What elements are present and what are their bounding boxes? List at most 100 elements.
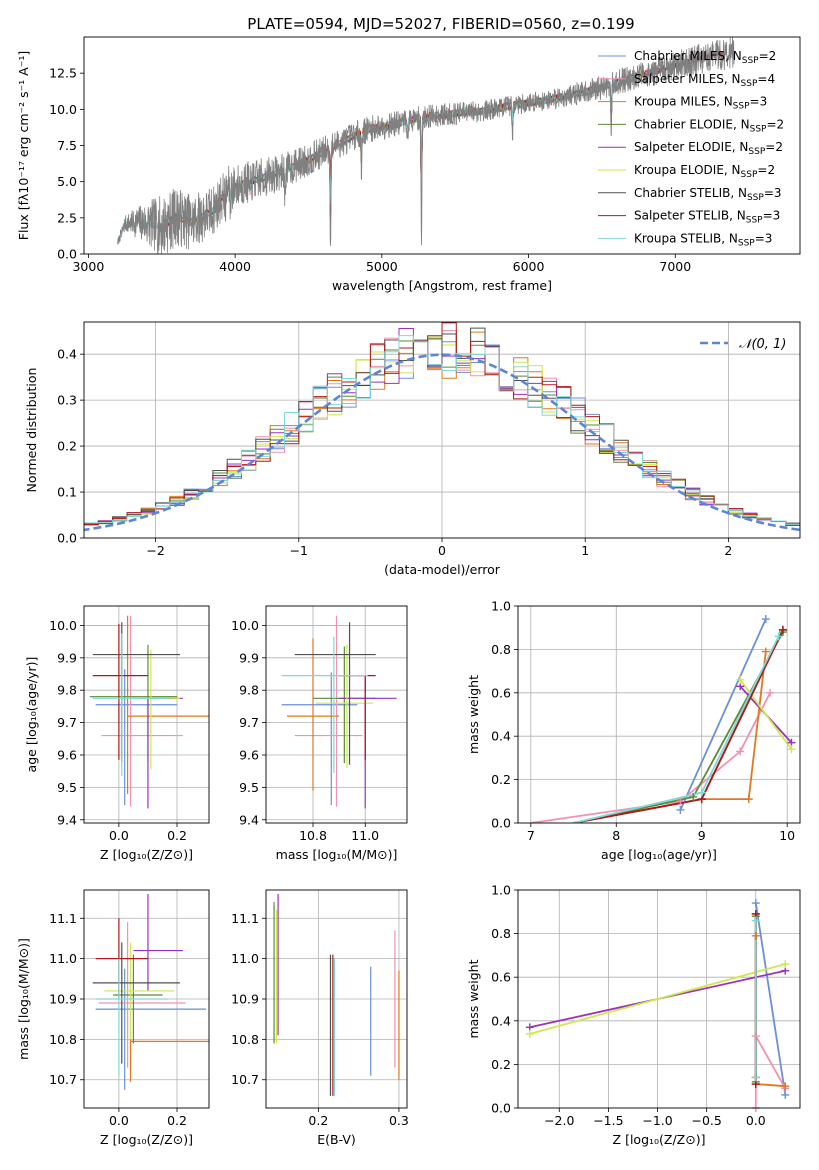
legend-entry: Chabrier STELIB, NSSP=3 (634, 186, 782, 203)
mass-weight-marker (787, 745, 796, 754)
y-axis-label: age [log₁₀(age/yr)] (24, 657, 39, 773)
x-tick-label: −2 (146, 543, 164, 558)
x-tick-label: 1 (581, 543, 589, 558)
mass-weight-marker (751, 1073, 760, 1082)
mass-weight-marker (751, 931, 760, 940)
y-tick-label: 9.9 (239, 650, 259, 665)
legend-nssp-equals: = (757, 163, 767, 177)
y-tick-label: 9.8 (57, 683, 77, 698)
legend-nssp-prefix: , N (725, 49, 742, 63)
mass-weight-marker (751, 1032, 760, 1041)
mass-weight-marker (736, 747, 745, 756)
y-axis-label: mass weight (466, 675, 481, 754)
mass-weight-marker (774, 632, 783, 641)
x-tick-label: −1.0 (642, 1113, 672, 1128)
y-tick-label: 1.0 (491, 599, 511, 614)
x-axis-label: Z [log₁₀(Z/Z⊙)] (100, 1132, 193, 1147)
y-tick-label: 10.0 (231, 618, 259, 633)
axes-frame (83, 321, 801, 539)
y-tick-label: 0.2 (491, 772, 511, 787)
y-tick-label: 11.0 (231, 951, 259, 966)
x-tick-label: 10.8 (299, 828, 327, 843)
y-tick-label: 10.7 (231, 1072, 259, 1087)
legend-nssp-subscript: SSP (738, 238, 755, 248)
mass-weight-line (679, 618, 767, 811)
legend-model-name: Kroupa ELODIE (634, 163, 724, 177)
y-tick-label: 0.8 (491, 642, 511, 657)
x-tick-label: 7000 (659, 259, 691, 274)
y-tick-label: 0.2 (491, 1057, 511, 1072)
axes-frame (83, 605, 210, 824)
x-tick-label: 5000 (366, 259, 398, 274)
x-tick-label: −2.0 (544, 1113, 574, 1128)
weight-vs-age-panel: 7 8 9 10 0.0 0.2 0.4 0.6 0.8 1.0 age [log₁₀(age/yr… (466, 599, 801, 862)
mass-vs-EBV-plot-area (266, 890, 407, 1108)
y-tick-label: 10.8 (49, 1032, 77, 1047)
y-tick-label: 10.0 (49, 102, 77, 117)
legend-entry: Chabrier ELODIE, NSSP=2 (634, 117, 784, 134)
legend-nssp-equals: = (765, 140, 775, 154)
mass-weight-marker (697, 788, 706, 797)
mass-vs-Z-plot-area (84, 890, 209, 1108)
age-vs-mass-plot-area (266, 606, 407, 823)
legend-model-name: Chabrier ELODIE (634, 117, 733, 131)
mass-weight-line (573, 636, 780, 823)
mass-weight-line (754, 902, 787, 1096)
x-tick-label: 8 (612, 828, 620, 843)
y-tick-label: 1.0 (491, 883, 511, 898)
mass-weight-marker (744, 795, 753, 804)
residual-histogram-step (84, 335, 800, 528)
y-tick-label: 0.3 (57, 393, 77, 408)
legend-nssp-subscript: SSP (746, 216, 763, 226)
x-tick-label: 0.0 (109, 1113, 129, 1128)
x-tick-label: 10 (779, 828, 795, 843)
legend-nssp-subscript: SSP (733, 102, 750, 112)
y-tick-label: 9.7 (57, 715, 77, 730)
legend-nssp-equals: = (759, 49, 769, 63)
x-axis-label: mass [log₁₀(M/M⊙)] (276, 847, 398, 862)
y-tick-label: 9.5 (57, 780, 77, 795)
axes-frame (83, 889, 210, 1109)
y-tick-label: 5.0 (57, 174, 77, 189)
x-tick-label: 0.2 (167, 1113, 187, 1128)
mass-weight-marker (778, 625, 787, 634)
x-axis-label: Z [log₁₀(Z/Z⊙)] (100, 847, 193, 862)
mass-weight-marker (781, 960, 790, 969)
y-axis-label: mass weight (466, 959, 481, 1038)
mass-weight-marker (751, 899, 760, 908)
axes-frame (265, 605, 408, 824)
legend-entry: Kroupa STELIB, NSSP=3 (634, 231, 772, 248)
mass-weight-line (573, 629, 784, 823)
y-tick-label: 0.1 (57, 485, 77, 500)
x-tick-label: −0.5 (691, 1113, 721, 1128)
legend-nssp-prefix: , N (724, 163, 741, 177)
x-tick-label: 3000 (72, 259, 104, 274)
y-tick-label: 0.0 (491, 816, 511, 831)
legend-nssp-equals: = (766, 117, 776, 131)
legend-nssp-prefix: , N (724, 72, 741, 86)
legend-nssp-value: 3 (773, 209, 781, 223)
mass-weight-marker (761, 647, 770, 656)
y-axis-label: Flux [fλ10⁻¹⁷ erg cm⁻² s⁻¹ A⁻¹] (16, 51, 31, 240)
y-axis-label: Normed distribution (24, 368, 39, 493)
figure-title: PLATE=0594, MJD=52027, FIBERID=0560, z=0… (247, 15, 634, 33)
x-axis-label: (data-model)/error (384, 562, 501, 577)
axes-frame (517, 605, 801, 824)
legend-nssp-value: 3 (765, 231, 773, 245)
legend-nssp-prefix: , N (733, 117, 750, 131)
axes-frame (517, 889, 801, 1109)
y-tick-label: 2.5 (57, 210, 77, 225)
y-tick-label: 0.6 (491, 970, 511, 985)
spectrum-plot-area (117, 37, 735, 254)
y-tick-label: 9.7 (239, 715, 259, 730)
legend-nssp-subscript: SSP (741, 79, 758, 89)
x-axis-label: wavelength [Angstrom, rest frame] (332, 278, 552, 293)
y-tick-label: 10.0 (49, 618, 77, 633)
y-tick-label: 10.9 (49, 992, 77, 1007)
mass-weight-marker (761, 615, 770, 624)
y-tick-label: 0.0 (491, 1101, 511, 1116)
legend-nssp-subscript: SSP (741, 170, 758, 180)
age-vs-Z-panel: 0.0 0.2 9.4 9.5 9.6 9.7 9.8 9.9 10.0 Z [log₁₀(Z/Z… (24, 605, 210, 862)
